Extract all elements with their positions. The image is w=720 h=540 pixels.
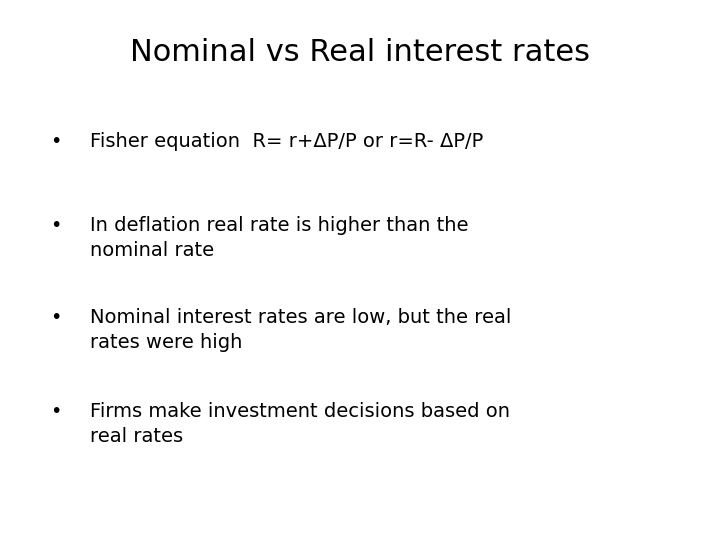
Text: •: • — [50, 308, 62, 327]
Text: •: • — [50, 402, 62, 421]
Text: Fisher equation  R= r+ΔP/P or r=R- ΔP/P: Fisher equation R= r+ΔP/P or r=R- ΔP/P — [90, 132, 483, 151]
Text: In deflation real rate is higher than the
nominal rate: In deflation real rate is higher than th… — [90, 216, 469, 260]
Text: •: • — [50, 216, 62, 235]
Text: Nominal vs Real interest rates: Nominal vs Real interest rates — [130, 38, 590, 67]
Text: Firms make investment decisions based on
real rates: Firms make investment decisions based on… — [90, 402, 510, 446]
Text: Nominal interest rates are low, but the real
rates were high: Nominal interest rates are low, but the … — [90, 308, 511, 352]
Text: •: • — [50, 132, 62, 151]
